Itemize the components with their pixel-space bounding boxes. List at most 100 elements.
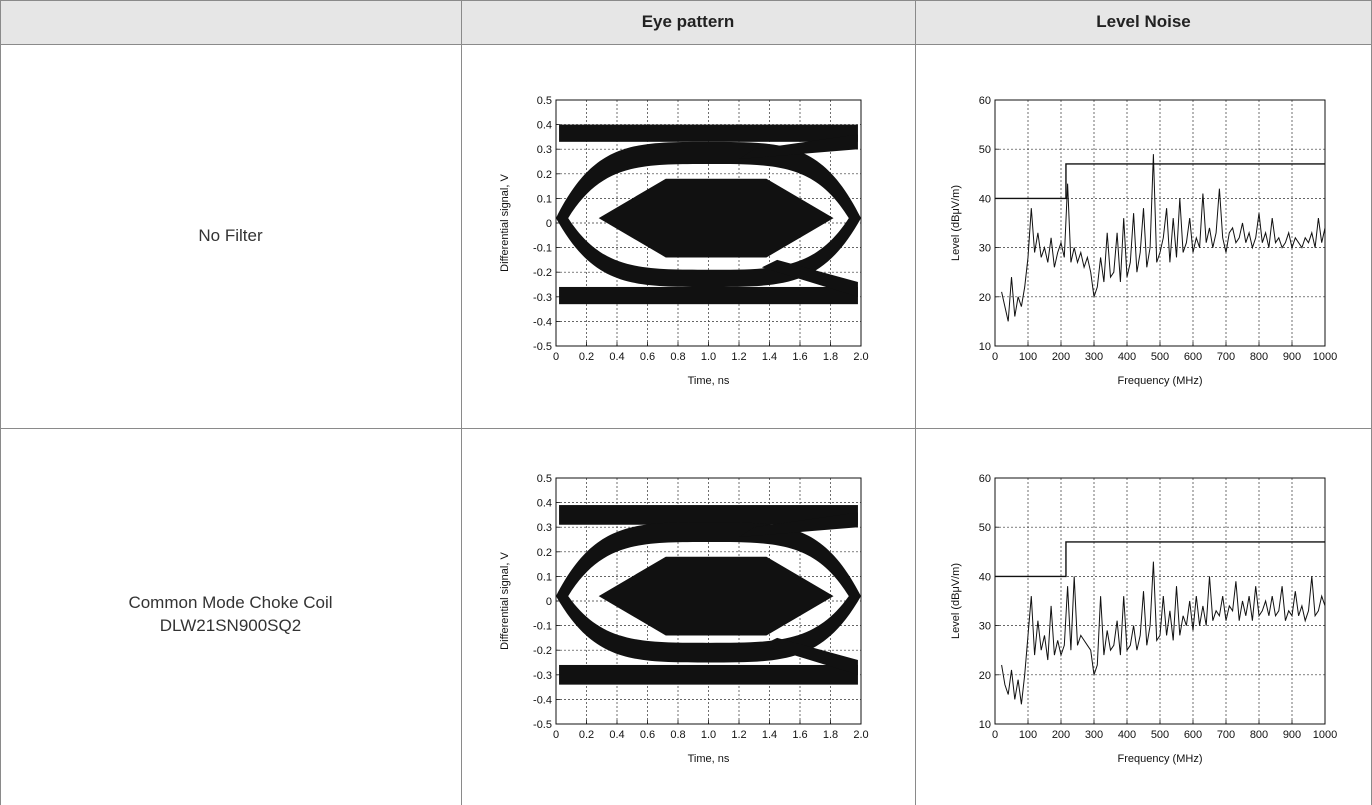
x-tick-label: 0.4	[609, 729, 624, 741]
level-noise-chart-choke-coil: 0 100 200 300 400 500 600 700 800 900 1000 60 50 40 30…	[945, 472, 1365, 792]
y-tick-label: 0.2	[537, 547, 552, 559]
x-tick-label: 0	[992, 351, 998, 363]
y-tick-label: 0.4	[537, 120, 552, 132]
chart-svg: 0 100 200 300 400 500 600 700 800 900 1000 60 50 40 30…	[950, 95, 1337, 387]
eye-low-rail	[559, 286, 858, 305]
y-tick-label: -0.2	[533, 267, 552, 279]
y-tick-label: 60	[979, 473, 991, 485]
y-tick-label: 0.2	[537, 169, 552, 181]
table-border-col1	[461, 0, 462, 805]
y-tick-label: 0.4	[537, 498, 552, 510]
x-tick-label: 0	[553, 351, 559, 363]
eye-transition-lower	[761, 637, 858, 675]
x-tick-label: 1.6	[792, 729, 807, 741]
table-border-left	[0, 0, 1, 805]
eye-transition-upper	[739, 134, 858, 160]
x-tick-label: 1000	[1313, 729, 1337, 741]
x-tick-label: 600	[1184, 351, 1202, 363]
x-tick-label: 1.0	[701, 351, 716, 363]
eye-pattern-chart-choke-coil: 0 0.2 0.4 0.6 0.8 1.0 1.2 1.4 1.6 1.8 2.0 0.5 0.4 0.3…	[494, 472, 874, 792]
row-label-line: DLW21SN900SQ2	[159, 616, 302, 635]
x-tick-label: 0.8	[670, 351, 685, 363]
column-header-level-noise: Level Noise	[1096, 12, 1191, 31]
x-tick-label: 800	[1250, 351, 1268, 363]
x-tick-label: 400	[1118, 351, 1136, 363]
eye-opening	[598, 556, 834, 636]
y-tick-label: 30	[979, 243, 991, 255]
x-tick-label: 1.8	[823, 729, 838, 741]
x-axis-label: Time, ns	[688, 375, 730, 387]
y-tick-label: 10	[979, 719, 991, 731]
eye-transition-lower	[761, 259, 858, 297]
y-tick-label: 40	[979, 571, 991, 583]
table-border-top	[0, 0, 1372, 1]
chart-svg: 0 0.2 0.4 0.6 0.8 1.0 1.2 1.4 1.6 1.8 2.0 0.5 0.4 0.3…	[499, 95, 869, 387]
x-tick-label: 1.6	[792, 351, 807, 363]
y-axis-label: Differential signal, V	[499, 552, 511, 650]
x-tick-label: 0.6	[640, 729, 655, 741]
x-tick-label: 0.6	[640, 351, 655, 363]
column-header-eye-pattern: Eye pattern	[641, 12, 735, 31]
y-tick-label: 0.5	[537, 95, 552, 107]
x-axis-label: Frequency (MHz)	[1118, 375, 1203, 387]
y-tick-label: 0.1	[537, 193, 552, 205]
row-label-choke-coil: Common Mode Choke Coil DLW21SN900SQ2	[0, 591, 461, 637]
x-tick-label: 1.0	[701, 729, 716, 741]
limit-line	[995, 541, 1325, 578]
y-tick-label: -0.4	[533, 316, 552, 328]
y-tick-label: -0.2	[533, 645, 552, 657]
y-tick-label: 20	[979, 670, 991, 682]
y-tick-label: 0.1	[537, 571, 552, 583]
x-tick-label: 500	[1151, 729, 1169, 741]
x-tick-label: 0	[992, 729, 998, 741]
x-tick-label: 200	[1052, 729, 1070, 741]
x-tick-label: 400	[1118, 729, 1136, 741]
row-label-no-filter: No Filter	[0, 224, 461, 247]
table-border-col2	[915, 0, 916, 805]
x-tick-label: 600	[1184, 729, 1202, 741]
noise-series-line	[1001, 561, 1326, 705]
y-tick-label: 10	[979, 341, 991, 353]
eye-low-rail	[559, 664, 858, 685]
x-tick-label: 800	[1250, 729, 1268, 741]
y-tick-label: 40	[979, 193, 991, 205]
y-tick-label: 50	[979, 144, 991, 156]
y-tick-label: 50	[979, 522, 991, 534]
y-tick-label: 0	[546, 218, 552, 230]
level-noise-chart-no-filter: 0 100 200 300 400 500 600 700 800 900 1000 60 50 40 30…	[945, 94, 1365, 414]
x-tick-label: 900	[1283, 351, 1301, 363]
x-tick-label: 500	[1151, 351, 1169, 363]
limit-line	[995, 163, 1325, 200]
eye-high-rail	[559, 505, 858, 525]
x-tick-label: 2.0	[853, 351, 868, 363]
y-tick-label: -0.3	[533, 292, 552, 304]
y-tick-label: -0.1	[533, 243, 552, 255]
row-label-line: Common Mode Choke Coil	[128, 593, 333, 612]
x-axis-label: Time, ns	[688, 753, 730, 765]
eye-opening	[598, 178, 834, 258]
x-tick-label: 1.2	[731, 729, 746, 741]
x-tick-label: 1000	[1313, 351, 1337, 363]
chart-svg: 0 0.2 0.4 0.6 0.8 1.0 1.2 1.4 1.6 1.8 2.0 0.5 0.4 0.3…	[499, 473, 869, 765]
y-tick-label: -0.5	[533, 719, 552, 731]
x-tick-label: 100	[1019, 351, 1037, 363]
x-tick-label: 100	[1019, 729, 1037, 741]
x-tick-label: 700	[1217, 351, 1235, 363]
x-tick-label: 0	[553, 729, 559, 741]
y-tick-label: 0.5	[537, 473, 552, 485]
y-tick-label: -0.3	[533, 670, 552, 682]
y-tick-label: -0.4	[533, 694, 552, 706]
y-tick-label: -0.1	[533, 621, 552, 633]
x-tick-label: 0.2	[579, 351, 594, 363]
x-tick-label: 2.0	[853, 729, 868, 741]
x-tick-label: 900	[1283, 729, 1301, 741]
x-tick-label: 1.8	[823, 351, 838, 363]
y-tick-label: -0.5	[533, 341, 552, 353]
eye-transition-upper	[739, 512, 858, 538]
y-tick-label: 0.3	[537, 522, 552, 534]
y-tick-label: 0	[546, 596, 552, 608]
eye-high-rail	[559, 124, 858, 142]
x-tick-label: 0.2	[579, 729, 594, 741]
y-axis-label: Level (dBμV/m)	[950, 563, 962, 639]
